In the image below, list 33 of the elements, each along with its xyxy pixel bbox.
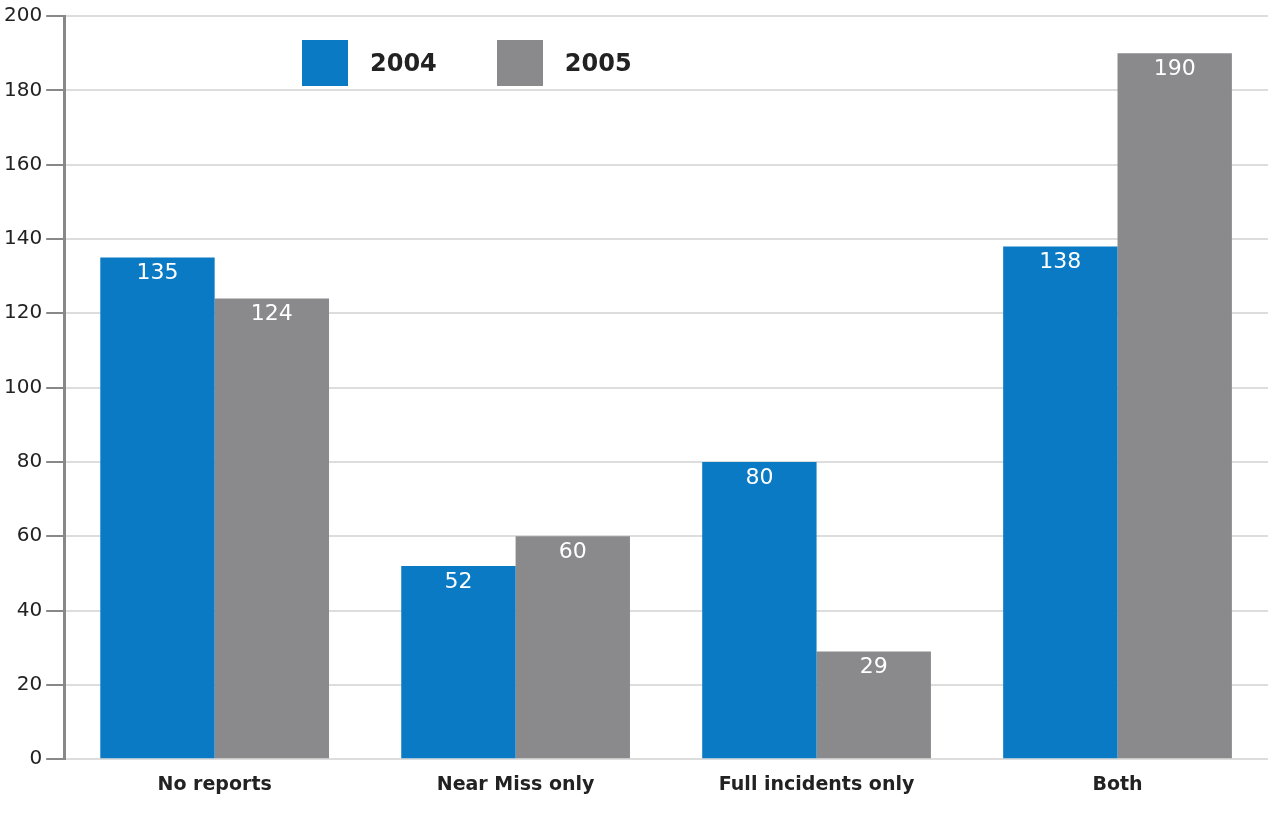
bar — [816, 651, 931, 759]
bar — [100, 257, 215, 759]
bar — [1003, 246, 1118, 759]
y-tick-label: 0 — [29, 745, 43, 770]
x-tick-label: Near Miss only — [436, 771, 596, 794]
y-tick-label: 180 — [3, 76, 43, 101]
data-label: 29 — [859, 653, 888, 679]
y-tick-label: 100 — [3, 373, 43, 398]
bar — [1117, 53, 1232, 759]
y-tick-label: 140 — [3, 225, 43, 250]
data-label: 60 — [558, 537, 587, 563]
y-tick-label: 60 — [16, 522, 43, 547]
y-tick-label: 200 — [3, 2, 43, 27]
x-tick-label: No reports — [157, 771, 272, 794]
x-tick-label: Both — [1092, 771, 1143, 794]
data-label: 138 — [1039, 248, 1082, 274]
y-tick-label: 80 — [16, 448, 43, 473]
x-tick-label: Full incidents only — [718, 771, 915, 794]
data-label: 80 — [745, 463, 774, 489]
y-tick-label: 120 — [3, 299, 43, 324]
y-tick-label: 40 — [16, 596, 43, 621]
data-label: 190 — [1153, 54, 1196, 80]
legend-label: 2004 — [370, 49, 437, 77]
y-tick-label: 160 — [3, 150, 43, 175]
data-label: 124 — [250, 300, 293, 326]
bar — [515, 536, 630, 759]
data-label: 135 — [136, 259, 179, 285]
data-label: 52 — [444, 567, 473, 593]
bar — [702, 461, 817, 759]
bar — [214, 298, 330, 759]
legend-label: 2005 — [564, 49, 632, 77]
bar — [401, 565, 516, 759]
y-tick-label: 20 — [16, 671, 43, 696]
